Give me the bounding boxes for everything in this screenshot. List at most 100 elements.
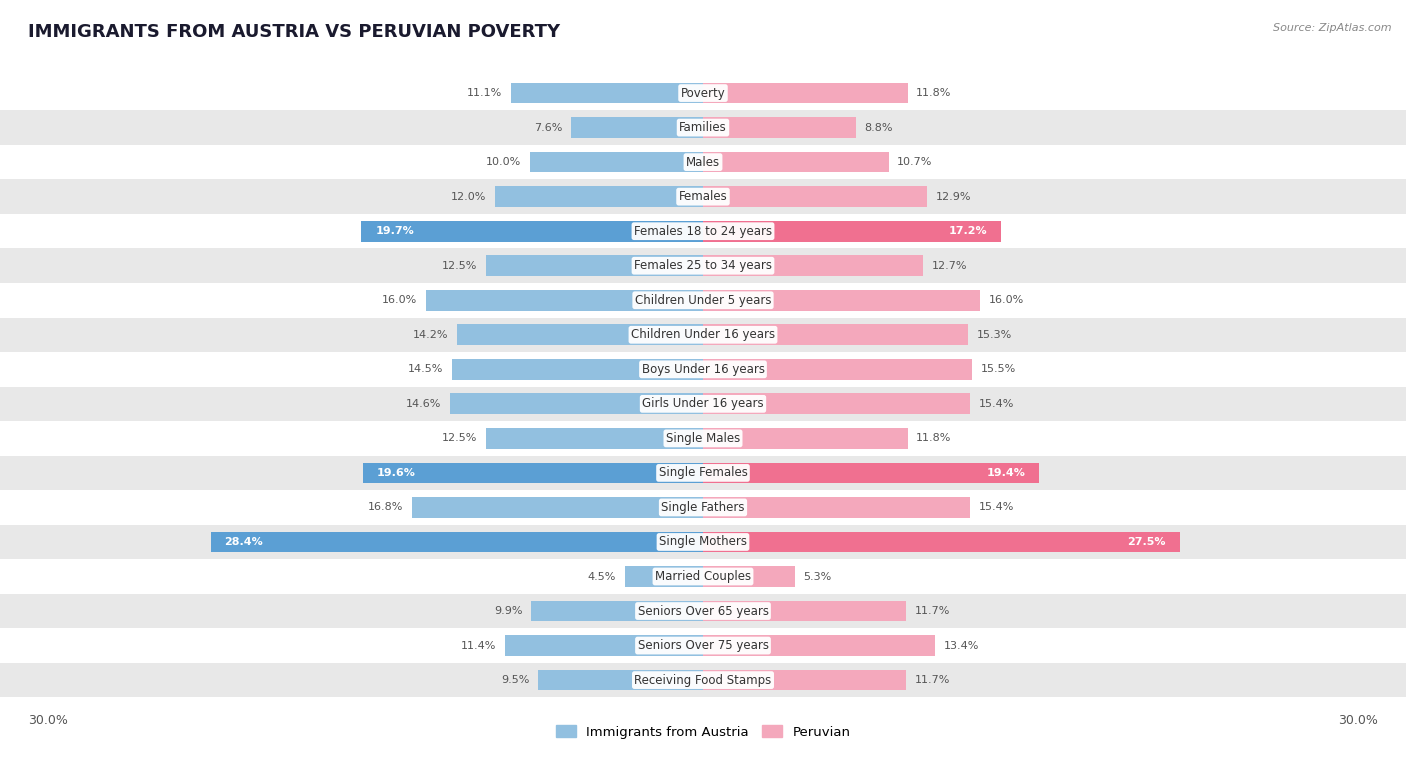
Text: 14.2%: 14.2% <box>412 330 449 340</box>
Text: 16.8%: 16.8% <box>367 503 404 512</box>
Text: 12.9%: 12.9% <box>935 192 972 202</box>
Bar <box>0 490 1406 525</box>
Text: 19.6%: 19.6% <box>377 468 416 478</box>
Bar <box>457 324 703 345</box>
Bar <box>0 249 1406 283</box>
Text: 28.4%: 28.4% <box>225 537 263 547</box>
Text: Poverty: Poverty <box>681 86 725 99</box>
Text: 13.4%: 13.4% <box>943 641 980 650</box>
Text: 12.0%: 12.0% <box>451 192 486 202</box>
Text: Married Couples: Married Couples <box>655 570 751 583</box>
Text: Receiving Food Stamps: Receiving Food Stamps <box>634 674 772 687</box>
Bar <box>451 359 703 380</box>
Text: Seniors Over 75 years: Seniors Over 75 years <box>637 639 769 652</box>
Text: 14.6%: 14.6% <box>406 399 441 409</box>
Bar <box>450 393 703 414</box>
Text: 11.8%: 11.8% <box>917 434 952 443</box>
Bar <box>0 111 1406 145</box>
Bar <box>703 152 889 173</box>
Text: 11.1%: 11.1% <box>467 88 502 98</box>
Text: 30.0%: 30.0% <box>28 713 67 727</box>
Bar <box>703 635 935 656</box>
Text: Single Males: Single Males <box>666 432 740 445</box>
Text: Single Fathers: Single Fathers <box>661 501 745 514</box>
Bar <box>363 462 703 484</box>
Text: Children Under 16 years: Children Under 16 years <box>631 328 775 341</box>
Text: 15.4%: 15.4% <box>979 399 1014 409</box>
Text: 30.0%: 30.0% <box>1339 713 1378 727</box>
Bar <box>0 559 1406 594</box>
Bar <box>703 290 980 311</box>
Bar <box>571 117 703 138</box>
Text: Females 18 to 24 years: Females 18 to 24 years <box>634 224 772 238</box>
Bar <box>426 290 703 311</box>
Bar <box>703 117 856 138</box>
Text: 27.5%: 27.5% <box>1128 537 1166 547</box>
Bar <box>486 255 703 276</box>
Bar <box>703 393 970 414</box>
Bar <box>531 600 703 622</box>
Bar <box>0 180 1406 214</box>
Bar <box>505 635 703 656</box>
Bar <box>0 662 1406 697</box>
Text: Children Under 5 years: Children Under 5 years <box>634 294 772 307</box>
Text: Females: Females <box>679 190 727 203</box>
Bar <box>530 152 703 173</box>
Text: 11.4%: 11.4% <box>461 641 496 650</box>
Text: 11.8%: 11.8% <box>917 88 952 98</box>
Text: Males: Males <box>686 155 720 168</box>
Bar <box>703 324 969 345</box>
Text: 19.7%: 19.7% <box>375 226 413 236</box>
Text: 19.4%: 19.4% <box>987 468 1025 478</box>
Bar <box>0 318 1406 352</box>
Bar <box>0 628 1406 662</box>
Bar <box>495 186 703 207</box>
Bar <box>0 352 1406 387</box>
Bar <box>703 600 905 622</box>
Bar <box>0 283 1406 318</box>
Text: 10.0%: 10.0% <box>485 157 520 167</box>
Bar <box>211 531 703 553</box>
Bar <box>0 387 1406 421</box>
Text: 7.6%: 7.6% <box>534 123 562 133</box>
Text: 11.7%: 11.7% <box>914 675 950 685</box>
Bar <box>703 186 927 207</box>
Text: Girls Under 16 years: Girls Under 16 years <box>643 397 763 410</box>
Bar <box>703 83 908 103</box>
Text: Single Mothers: Single Mothers <box>659 535 747 549</box>
Bar <box>412 497 703 518</box>
Text: 15.5%: 15.5% <box>980 365 1015 374</box>
Text: 12.5%: 12.5% <box>443 434 478 443</box>
Text: 14.5%: 14.5% <box>408 365 443 374</box>
Text: 9.5%: 9.5% <box>501 675 530 685</box>
Bar <box>0 525 1406 559</box>
Bar <box>703 462 1039 484</box>
Text: 4.5%: 4.5% <box>588 572 616 581</box>
Legend: Immigrants from Austria, Peruvian: Immigrants from Austria, Peruvian <box>551 720 855 744</box>
Text: 16.0%: 16.0% <box>381 296 416 305</box>
Text: 17.2%: 17.2% <box>949 226 987 236</box>
Text: 9.9%: 9.9% <box>494 606 523 616</box>
Bar <box>703 670 905 691</box>
Bar <box>0 456 1406 490</box>
Text: IMMIGRANTS FROM AUSTRIA VS PERUVIAN POVERTY: IMMIGRANTS FROM AUSTRIA VS PERUVIAN POVE… <box>28 23 560 41</box>
Bar <box>624 566 703 587</box>
Bar <box>0 76 1406 111</box>
Text: Source: ZipAtlas.com: Source: ZipAtlas.com <box>1274 23 1392 33</box>
Text: 12.5%: 12.5% <box>443 261 478 271</box>
Text: 12.7%: 12.7% <box>932 261 967 271</box>
Bar <box>0 214 1406 249</box>
Bar <box>361 221 703 242</box>
Bar <box>703 497 970 518</box>
Bar <box>703 531 1180 553</box>
Bar <box>0 145 1406 180</box>
Bar <box>0 421 1406 456</box>
Text: Families: Families <box>679 121 727 134</box>
Text: 5.3%: 5.3% <box>804 572 832 581</box>
Text: Single Females: Single Females <box>658 466 748 479</box>
Bar <box>703 359 972 380</box>
Text: 16.0%: 16.0% <box>990 296 1025 305</box>
Bar <box>0 594 1406 628</box>
Text: Boys Under 16 years: Boys Under 16 years <box>641 363 765 376</box>
Text: 11.7%: 11.7% <box>914 606 950 616</box>
